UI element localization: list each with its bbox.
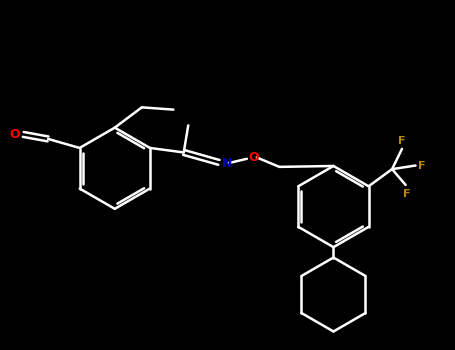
Text: N: N [222,157,232,170]
Text: F: F [398,136,406,146]
Text: F: F [403,189,410,198]
Text: O: O [249,151,259,164]
Text: O: O [10,128,20,141]
Text: F: F [418,161,426,170]
